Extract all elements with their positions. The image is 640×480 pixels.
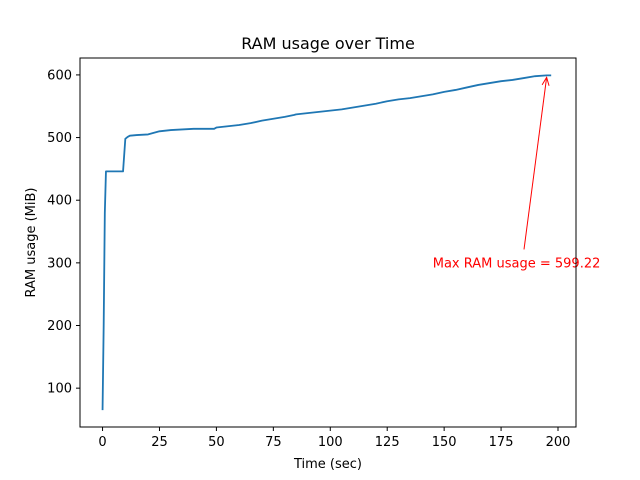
x-tick-label: 200 <box>546 435 571 450</box>
annotation-max-ram-label: Max RAM usage = 599.22 <box>433 256 601 271</box>
x-axis-ticks: 0 25 50 75 100 125 150 175 200 <box>98 427 570 450</box>
y-tick-label: 300 <box>47 256 72 271</box>
x-tick-label: 25 <box>151 435 168 450</box>
x-tick-label: 50 <box>208 435 225 450</box>
y-tick-label: 100 <box>47 382 72 397</box>
axes-frame <box>79 57 577 428</box>
y-tick-label: 200 <box>47 319 72 334</box>
annotation-arrow-line <box>523 77 548 250</box>
y-tick-label: 400 <box>47 194 72 209</box>
y-axis-ticks: 100 200 300 400 500 600 <box>47 68 80 397</box>
series-layer <box>101 74 552 411</box>
y-axis-label: RAM usage (MiB) <box>24 188 39 298</box>
x-tick-label: 75 <box>265 435 282 450</box>
x-tick-label: 175 <box>489 435 514 450</box>
chart-title: RAM usage over Time <box>241 34 415 53</box>
plot-area: Max RAM usage = 599.22 <box>79 57 601 428</box>
x-tick-label: 100 <box>318 435 343 450</box>
annotation-layer: Max RAM usage = 599.22 <box>433 76 601 271</box>
x-tick-label: 150 <box>432 435 457 450</box>
x-axis-label: Time (sec) <box>293 457 362 472</box>
annotation-arrow-head <box>541 76 550 86</box>
x-tick-label: 0 <box>98 435 106 450</box>
x-tick-label: 125 <box>375 435 400 450</box>
ram-usage-series-line <box>101 74 552 411</box>
y-tick-label: 500 <box>47 131 72 146</box>
y-tick-label: 600 <box>47 68 72 83</box>
